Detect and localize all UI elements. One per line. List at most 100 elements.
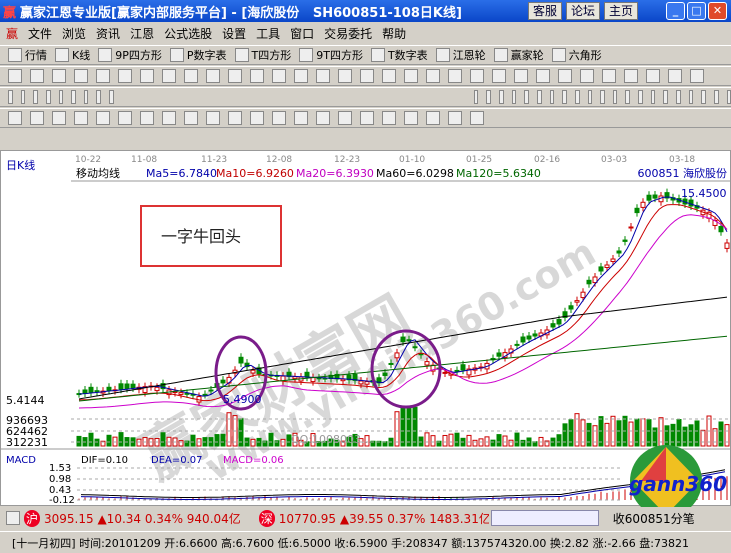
tool-icon[interactable] — [638, 90, 643, 104]
tool-icon[interactable] — [624, 69, 638, 83]
toolbar-button[interactable]: 9T四方形 — [316, 49, 363, 62]
toolbar-button[interactable]: 赢家轮 — [510, 49, 544, 62]
menu-settings[interactable]: 设置 — [222, 26, 247, 41]
tool-icon[interactable] — [8, 90, 13, 104]
tool-icon[interactable] — [96, 90, 102, 104]
tool-icon[interactable] — [382, 111, 396, 125]
toolbar-button[interactable]: T四方形 — [251, 49, 292, 62]
tool-icon[interactable] — [272, 69, 286, 83]
tool-icon[interactable] — [316, 111, 330, 125]
tool-icon[interactable] — [74, 111, 88, 125]
menu-help[interactable]: 帮助 — [382, 26, 407, 41]
menu-gann[interactable]: 江恩 — [130, 26, 155, 41]
toolbar-button[interactable]: T数字表 — [387, 49, 428, 62]
tool-icon[interactable] — [52, 111, 66, 125]
forum-button[interactable]: 论坛 — [566, 2, 600, 20]
tool-icon[interactable] — [58, 90, 64, 104]
tool-icon[interactable] — [206, 69, 220, 83]
tool-icon[interactable] — [650, 90, 656, 104]
tool-icon[interactable] — [162, 111, 176, 125]
tool-icon[interactable] — [33, 90, 38, 104]
tool-icon[interactable] — [109, 90, 114, 104]
tool-icon[interactable] — [713, 90, 719, 104]
tool-icon[interactable] — [52, 69, 66, 83]
tool-icon[interactable] — [688, 90, 694, 104]
menu-browse[interactable]: 浏览 — [62, 26, 87, 41]
menu-formula[interactable]: 公式选股 — [164, 26, 213, 41]
tool-icon[interactable] — [360, 111, 374, 125]
tool-icon[interactable] — [470, 69, 484, 83]
tool-icon[interactable] — [492, 69, 506, 83]
close-icon[interactable]: ✕ — [708, 2, 727, 20]
kline-chart-panel[interactable]: 日K线 10-22 11-08 11-23 12-08 12-23 01-10 01-25 0… — [0, 150, 731, 517]
tool-icon[interactable] — [140, 111, 154, 125]
tool-icon[interactable] — [360, 69, 374, 83]
tool-icon[interactable] — [382, 69, 396, 83]
tool-icon[interactable] — [338, 111, 352, 125]
tool-icon[interactable] — [316, 69, 330, 83]
kline-svg[interactable]: 日K线 10-22 11-08 11-23 12-08 12-23 01-10 01-25 0… — [1, 151, 731, 517]
tool-icon[interactable] — [600, 90, 605, 104]
tool-icon[interactable] — [118, 69, 132, 83]
tool-icon[interactable] — [338, 69, 352, 83]
tool-icon[interactable] — [646, 69, 660, 83]
toolbar-button[interactable]: 六角形 — [568, 49, 602, 62]
toolbar-button[interactable]: P数字表 — [186, 49, 227, 62]
tool-icon[interactable] — [612, 90, 618, 104]
tool-icon[interactable] — [625, 90, 631, 104]
tool-icon[interactable] — [514, 69, 528, 83]
tool-icon[interactable] — [228, 69, 242, 83]
toolbar-button[interactable]: 行情 — [25, 49, 47, 62]
tool-icon[interactable] — [726, 90, 731, 104]
home-button[interactable]: 主页 — [604, 2, 638, 20]
tool-icon[interactable] — [30, 69, 44, 83]
tool-icon[interactable] — [30, 111, 44, 125]
tool-icon[interactable] — [663, 90, 669, 104]
tool-icon[interactable] — [549, 90, 555, 104]
tool-icon[interactable] — [83, 90, 89, 104]
tool-icon[interactable] — [8, 69, 22, 83]
tool-icon[interactable] — [8, 111, 22, 125]
tool-icon[interactable] — [690, 69, 704, 83]
tool-icon[interactable] — [562, 90, 567, 104]
tool-icon[interactable] — [580, 69, 594, 83]
tool-icon[interactable] — [473, 90, 479, 104]
tool-icon[interactable] — [96, 69, 110, 83]
scrollbar[interactable] — [490, 510, 599, 526]
tool-icon[interactable] — [701, 90, 706, 104]
minimize-icon[interactable]: _ — [666, 2, 685, 20]
tool-icon[interactable] — [536, 90, 542, 104]
tool-icon[interactable] — [206, 111, 220, 125]
tool-icon[interactable] — [250, 111, 264, 125]
tool-icon[interactable] — [404, 69, 418, 83]
tool-icon[interactable] — [511, 90, 517, 104]
tool-icon[interactable] — [140, 69, 154, 83]
maximize-icon[interactable]: □ — [687, 2, 706, 20]
menu-trade[interactable]: 交易委托 — [324, 26, 373, 41]
tool-icon[interactable] — [676, 90, 681, 104]
tool-icon[interactable] — [272, 111, 286, 125]
tool-icon[interactable] — [602, 69, 616, 83]
tool-icon[interactable] — [71, 90, 76, 104]
tool-icon[interactable] — [587, 90, 593, 104]
tool-icon[interactable] — [499, 90, 504, 104]
tool-icon[interactable] — [20, 90, 26, 104]
tool-icon[interactable] — [96, 111, 110, 125]
tool-icon[interactable] — [536, 69, 550, 83]
tool-icon[interactable] — [524, 90, 529, 104]
tool-icon[interactable] — [118, 111, 132, 125]
tool-icon[interactable] — [250, 69, 264, 83]
tool-icon[interactable] — [45, 90, 51, 104]
tool-icon[interactable] — [486, 90, 492, 104]
menu-tools[interactable]: 工具 — [256, 26, 281, 41]
tick-data-button[interactable]: 收600851分笔 — [612, 511, 695, 526]
sh-index-value[interactable]: 3095.15 ▲10.34 0.34% 940.04亿 — [44, 511, 241, 526]
service-button[interactable]: 客服 — [528, 2, 562, 20]
tool-icon[interactable] — [426, 69, 440, 83]
tool-icon[interactable] — [162, 69, 176, 83]
sz-index-value[interactable]: 10770.95 ▲39.55 0.37% 1483.31亿 — [278, 511, 489, 526]
tool-icon[interactable] — [448, 111, 462, 125]
tool-icon[interactable] — [426, 111, 440, 125]
toolbar-button[interactable]: K线 — [72, 49, 91, 62]
tool-icon[interactable] — [184, 111, 198, 125]
